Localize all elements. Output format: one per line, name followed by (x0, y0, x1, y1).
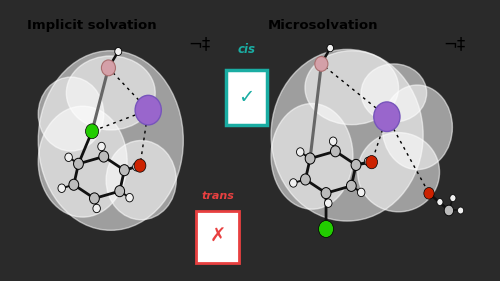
Ellipse shape (38, 106, 127, 217)
Ellipse shape (38, 51, 184, 230)
Circle shape (366, 156, 378, 169)
Circle shape (327, 44, 334, 52)
Circle shape (99, 151, 108, 162)
Circle shape (321, 188, 331, 199)
Circle shape (98, 142, 106, 151)
Circle shape (315, 56, 328, 71)
Text: ✓: ✓ (238, 88, 254, 107)
Circle shape (330, 137, 337, 146)
Circle shape (450, 195, 456, 201)
Ellipse shape (382, 85, 452, 169)
Text: Implicit solvation: Implicit solvation (26, 19, 156, 32)
Circle shape (300, 174, 310, 185)
Text: trans: trans (201, 191, 234, 201)
Circle shape (458, 207, 464, 214)
Circle shape (69, 179, 78, 190)
Circle shape (93, 204, 100, 213)
Circle shape (290, 179, 297, 187)
Circle shape (132, 162, 140, 171)
Ellipse shape (305, 51, 398, 125)
Ellipse shape (106, 140, 176, 220)
Circle shape (346, 180, 356, 191)
Circle shape (424, 187, 434, 199)
Ellipse shape (66, 56, 155, 130)
Circle shape (115, 47, 122, 55)
Text: ¬‡: ¬‡ (188, 35, 211, 53)
FancyBboxPatch shape (196, 211, 239, 263)
FancyBboxPatch shape (226, 70, 267, 125)
Circle shape (115, 185, 124, 197)
Circle shape (135, 95, 162, 125)
Circle shape (330, 146, 340, 157)
Text: Microsolvation: Microsolvation (268, 19, 378, 32)
Circle shape (120, 165, 130, 176)
Ellipse shape (38, 77, 104, 151)
Circle shape (318, 221, 334, 237)
Text: ¬‡: ¬‡ (444, 35, 466, 53)
Circle shape (134, 159, 146, 172)
Circle shape (364, 157, 372, 166)
Ellipse shape (271, 49, 423, 221)
Circle shape (374, 102, 400, 132)
Circle shape (74, 158, 84, 169)
Circle shape (90, 193, 100, 204)
Circle shape (65, 153, 72, 162)
Circle shape (437, 199, 443, 205)
Text: cis: cis (238, 43, 256, 56)
Ellipse shape (271, 103, 353, 209)
Ellipse shape (361, 64, 426, 122)
Circle shape (324, 199, 332, 207)
Circle shape (305, 153, 315, 164)
Circle shape (358, 188, 365, 197)
Ellipse shape (358, 133, 440, 212)
Circle shape (102, 60, 116, 76)
Text: ✗: ✗ (210, 227, 226, 246)
Circle shape (296, 148, 304, 156)
Circle shape (58, 184, 66, 192)
Circle shape (444, 205, 454, 216)
Circle shape (351, 159, 361, 171)
Circle shape (86, 124, 98, 139)
Circle shape (126, 193, 134, 202)
